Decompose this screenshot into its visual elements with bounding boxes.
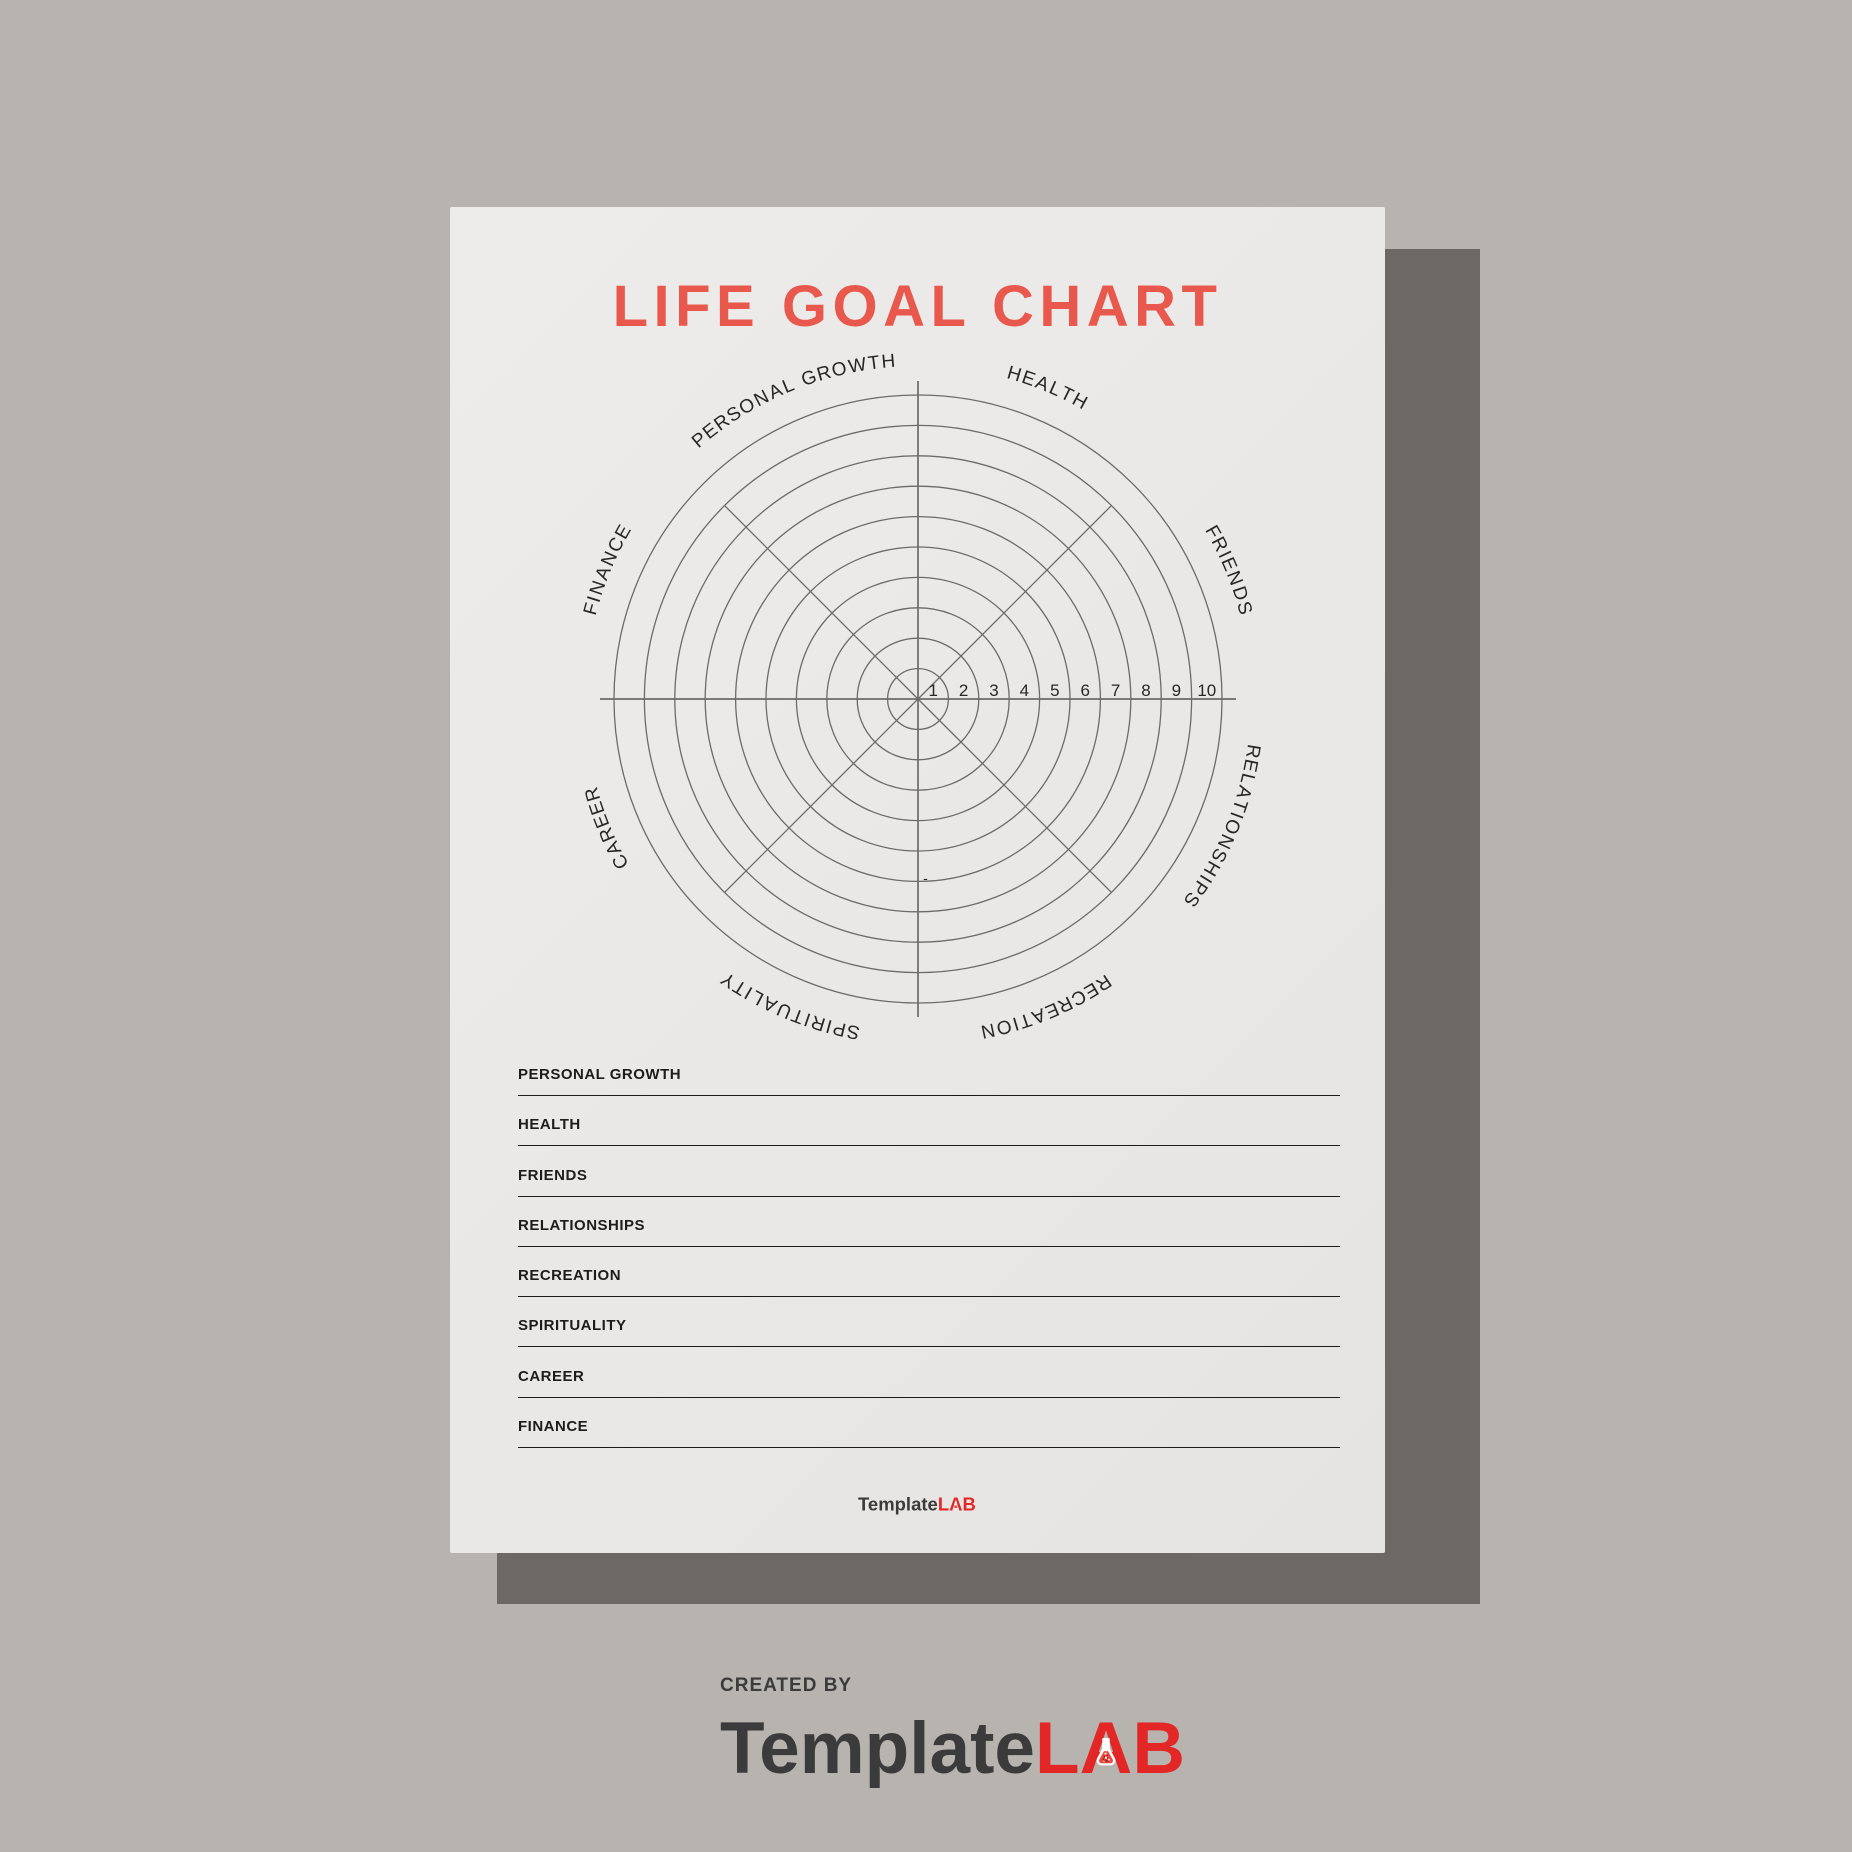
svg-text:5: 5 bbox=[1050, 681, 1059, 700]
svg-text:O: O bbox=[830, 358, 849, 382]
svg-text:O: O bbox=[994, 1014, 1014, 1038]
svg-text:W: W bbox=[847, 354, 868, 378]
svg-text:4: 4 bbox=[1020, 681, 1029, 700]
svg-text:N: N bbox=[979, 1019, 997, 1042]
svg-text:8: 8 bbox=[1141, 681, 1150, 700]
svg-text:H: H bbox=[881, 351, 897, 373]
svg-text:3: 3 bbox=[989, 681, 998, 700]
svg-text:2: 2 bbox=[959, 681, 968, 700]
svg-text:1: 1 bbox=[928, 681, 937, 700]
svg-text:T: T bbox=[867, 352, 882, 374]
svg-text:10: 10 bbox=[1197, 681, 1216, 700]
svg-text:Template: Template bbox=[858, 1493, 938, 1514]
svg-text:6: 6 bbox=[1080, 681, 1089, 700]
svg-text:B: B bbox=[1132, 1708, 1185, 1789]
svg-text:L: L bbox=[1035, 1708, 1080, 1789]
svg-text:9: 9 bbox=[1172, 681, 1181, 700]
svg-text:L: L bbox=[938, 1493, 949, 1514]
svg-text:B: B bbox=[963, 1493, 976, 1514]
svg-text:7: 7 bbox=[1111, 681, 1120, 700]
svg-text:Template: Template bbox=[720, 1708, 1035, 1789]
svg-text:-: - bbox=[923, 870, 928, 886]
